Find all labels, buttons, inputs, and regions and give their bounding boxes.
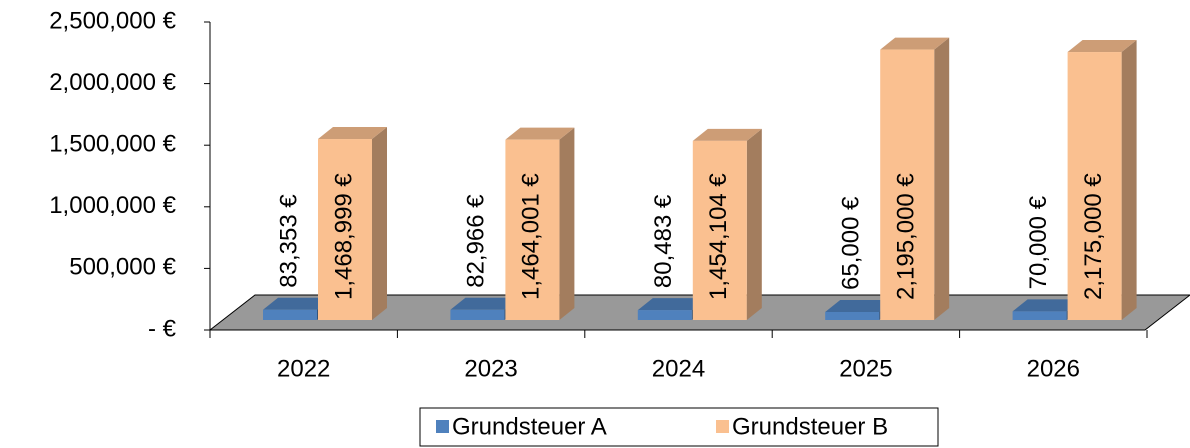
value-label: 2,195,000 € xyxy=(893,173,920,300)
bar-side xyxy=(1121,40,1137,320)
x-tick-label: 2024 xyxy=(652,355,705,382)
bar xyxy=(880,49,935,321)
value-label: 80,483 € xyxy=(650,194,677,288)
bar-top xyxy=(1067,40,1137,53)
value-label: 1,454,104 € xyxy=(705,173,732,300)
bar xyxy=(637,310,692,320)
bar-top xyxy=(318,127,387,140)
value-label: 70,000 € xyxy=(1025,195,1052,289)
bar-top xyxy=(505,127,575,140)
bar-side xyxy=(559,127,575,321)
bar-side xyxy=(934,37,950,321)
y-tick-label: 500,000 € xyxy=(69,254,176,281)
bar-top xyxy=(880,37,950,50)
x-tick-label: 2023 xyxy=(464,355,517,382)
bar-top xyxy=(637,298,707,311)
bar xyxy=(263,309,317,320)
y-tick-label: 1,000,000 € xyxy=(49,192,176,219)
value-label: 2,175,000 € xyxy=(1080,173,1107,300)
legend-swatch xyxy=(716,420,729,433)
legend-label: Grundsteuer B xyxy=(732,413,888,440)
legend-swatch xyxy=(436,420,449,433)
bar xyxy=(450,309,505,320)
bar-top xyxy=(692,128,762,141)
x-tick-label: 2022 xyxy=(277,355,330,382)
legend-box xyxy=(419,407,939,447)
bar xyxy=(1012,311,1067,320)
bar-side xyxy=(746,128,762,320)
bar-top xyxy=(450,297,520,310)
bar xyxy=(318,139,372,320)
bar xyxy=(692,140,747,320)
bar-top xyxy=(825,299,895,312)
y-tick-label: 2,000,000 € xyxy=(49,69,176,96)
bar xyxy=(505,139,560,320)
legend-label: Grundsteuer A xyxy=(452,413,607,440)
bar-top xyxy=(263,297,332,310)
value-label: 1,464,001 € xyxy=(518,173,545,300)
x-tick-label: 2025 xyxy=(839,355,892,382)
bar xyxy=(825,311,880,320)
bar xyxy=(1067,52,1122,320)
x-tick-label: 2026 xyxy=(1027,355,1080,382)
y-tick-label: 1,500,000 € xyxy=(49,131,176,158)
value-label: 1,468,999 € xyxy=(330,173,357,300)
y-tick-label: 2,500,000 € xyxy=(49,7,176,34)
value-label: 65,000 € xyxy=(838,196,865,290)
y-tick-label: - € xyxy=(148,315,177,342)
bar-side xyxy=(372,127,387,321)
value-label: 82,966 € xyxy=(463,194,490,288)
value-label: 83,353 € xyxy=(275,194,302,288)
bar-top xyxy=(1012,299,1082,312)
